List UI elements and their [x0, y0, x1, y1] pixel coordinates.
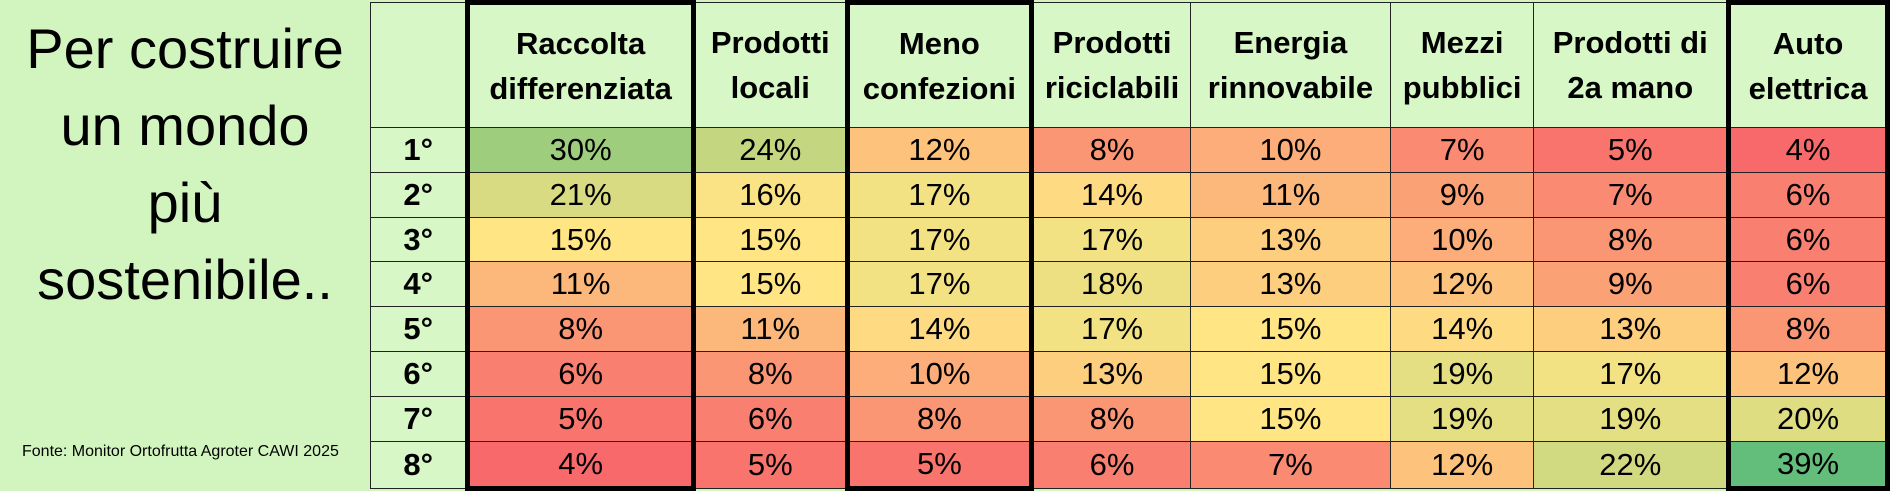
data-cell: 18% — [1031, 261, 1191, 308]
data-cell: 22% — [1533, 440, 1730, 490]
title-line: sostenibile.. — [37, 248, 333, 311]
column-header: Auto elettrica — [1726, 0, 1890, 128]
rank-label: 4° — [369, 261, 469, 308]
rank-label: 7° — [369, 395, 469, 442]
table-row: 4° 11% 15% 17% 18% 13% 12% 9% 6% — [369, 261, 1890, 308]
data-cell: 11% — [1190, 171, 1391, 218]
table-row: 6° 6% 8% 10% 13% 15% 19% 17% 12% — [369, 351, 1890, 397]
left-panel: Per costruire un mondo più sostenibile..… — [0, 0, 370, 491]
data-cell: 6% — [1726, 171, 1890, 218]
data-cell: 15% — [1190, 351, 1391, 397]
data-cell: 13% — [1533, 306, 1730, 353]
data-cell: 7% — [1190, 440, 1391, 490]
data-cell: 13% — [1190, 216, 1391, 263]
data-cell: 5% — [692, 440, 848, 490]
title-line: più — [147, 171, 223, 234]
data-cell: 8% — [692, 351, 848, 397]
data-cell: 10% — [1389, 216, 1535, 263]
data-cell: 5% — [465, 395, 696, 442]
rank-label: 1° — [369, 127, 469, 173]
ranking-table: Raccolta differenziata Prodotti locali Men… — [369, 0, 1890, 491]
data-cell: 10% — [1190, 127, 1391, 173]
column-header: Energia rinnovabile — [1190, 2, 1391, 128]
table-row: 8° 4% 5% 5% 6% 7% 12% 22% 39% — [369, 440, 1890, 491]
corner-cell — [369, 2, 469, 128]
data-cell: 15% — [1190, 306, 1391, 353]
data-cell: 11% — [465, 261, 696, 308]
data-cell: 8% — [1533, 216, 1730, 263]
data-cell: 8% — [844, 395, 1035, 442]
data-cell: 9% — [1533, 261, 1730, 308]
data-cell: 12% — [844, 127, 1035, 173]
column-header: Raccolta differenziata — [465, 0, 696, 128]
column-header: Prodotti riciclabili — [1031, 2, 1191, 128]
rank-label: 6° — [369, 351, 469, 397]
data-cell: 17% — [844, 261, 1035, 308]
data-cell: 17% — [1031, 216, 1191, 263]
data-cell: 13% — [1031, 351, 1191, 397]
data-cell: 17% — [844, 216, 1035, 263]
table-row: 7° 5% 6% 8% 8% 15% 19% 19% 20% — [369, 395, 1890, 442]
data-cell: 15% — [692, 216, 848, 263]
data-cell: 24% — [692, 127, 848, 173]
data-cell: 6% — [692, 395, 848, 442]
column-header: Prodotti di 2a mano — [1533, 2, 1730, 128]
data-cell: 4% — [1726, 127, 1890, 173]
source-note: Fonte: Monitor Ortofrutta Agroter CAWI 2… — [22, 443, 339, 460]
data-cell: 4% — [465, 440, 696, 491]
data-cell: 15% — [465, 216, 696, 263]
column-header: Mezzi pubblici — [1389, 2, 1535, 128]
data-cell: 9% — [1389, 171, 1535, 218]
rank-label: 2° — [369, 171, 469, 218]
data-cell: 15% — [1190, 395, 1391, 442]
rank-label: 8° — [369, 440, 469, 490]
column-header: Meno confezioni — [844, 0, 1035, 128]
data-cell: 6% — [465, 351, 696, 397]
data-cell: 19% — [1533, 395, 1730, 442]
data-cell: 12% — [1726, 351, 1890, 397]
data-cell: 15% — [692, 261, 848, 308]
data-cell: 17% — [1031, 306, 1191, 353]
table-row: 1° 30% 24% 12% 8% 10% 7% 5% 4% — [369, 127, 1890, 173]
data-cell: 11% — [692, 306, 848, 353]
data-cell: 8% — [465, 306, 696, 353]
table-row: 5° 8% 11% 14% 17% 15% 14% 13% 8% — [369, 306, 1890, 353]
rank-label: 5° — [369, 306, 469, 353]
ranking-table-area: Raccolta differenziata Prodotti locali Men… — [369, 0, 1890, 491]
table-row: 3° 15% 15% 17% 17% 13% 10% 8% 6% — [369, 216, 1890, 263]
data-cell: 20% — [1726, 395, 1890, 442]
data-cell: 19% — [1389, 351, 1535, 397]
data-cell: 10% — [844, 351, 1035, 397]
page-title: Per costruire un mondo più sostenibile.. — [10, 10, 360, 318]
data-cell: 19% — [1389, 395, 1535, 442]
data-cell: 7% — [1389, 127, 1535, 173]
data-cell: 14% — [1389, 306, 1535, 353]
data-cell: 7% — [1533, 171, 1730, 218]
table-row: 2° 21% 16% 17% 14% 11% 9% 7% 6% — [369, 171, 1890, 218]
data-cell: 16% — [692, 171, 848, 218]
data-cell: 21% — [465, 171, 696, 218]
data-cell: 12% — [1389, 261, 1535, 308]
data-cell: 14% — [844, 306, 1035, 353]
data-cell: 8% — [1726, 306, 1890, 353]
rank-label: 3° — [369, 216, 469, 263]
data-cell: 17% — [844, 171, 1035, 218]
data-cell: 8% — [1031, 395, 1191, 442]
title-line: un mondo — [60, 94, 310, 157]
column-header: Prodotti locali — [692, 2, 848, 128]
data-cell: 5% — [844, 440, 1035, 491]
data-cell: 8% — [1031, 127, 1191, 173]
data-cell: 14% — [1031, 171, 1191, 218]
data-cell: 6% — [1726, 216, 1890, 263]
data-cell: 39% — [1726, 440, 1890, 491]
title-line: Per costruire — [26, 17, 344, 80]
data-cell: 6% — [1726, 261, 1890, 308]
data-cell: 17% — [1533, 351, 1730, 397]
data-cell: 13% — [1190, 261, 1391, 308]
data-cell: 30% — [465, 127, 696, 173]
data-cell: 6% — [1031, 440, 1191, 490]
data-cell: 12% — [1389, 440, 1535, 490]
data-cell: 5% — [1533, 127, 1730, 173]
